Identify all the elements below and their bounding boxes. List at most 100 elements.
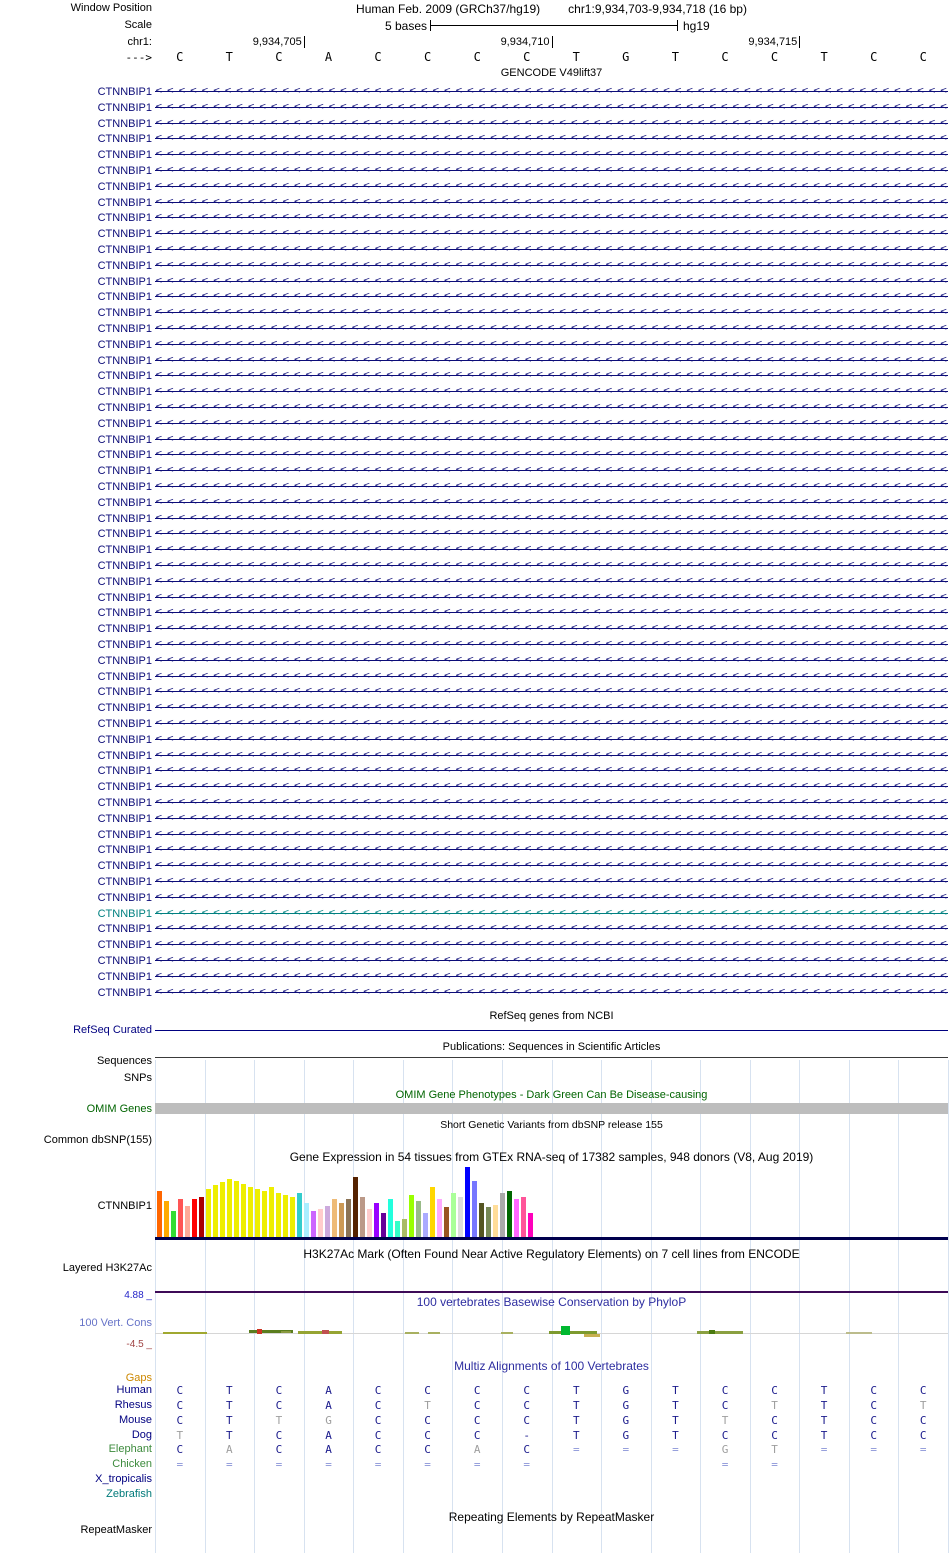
species-label-mouse[interactable]: Mouse — [118, 1413, 152, 1426]
gtex-tissue-bar[interactable] — [528, 1213, 533, 1239]
gtex-tissue-bar[interactable] — [486, 1207, 491, 1239]
gtex-tissue-bar[interactable] — [206, 1189, 211, 1239]
gene-row-model[interactable]: <<<<<<<<<<<<<<<<<<<<<<<<<<<<<<<<<<<<<<<<… — [155, 384, 948, 400]
gtex-tissue-bar[interactable] — [416, 1201, 421, 1239]
gtex-tissue-bar[interactable] — [367, 1209, 372, 1239]
gtex-tissue-bar[interactable] — [353, 1177, 358, 1239]
gtex-gene-label[interactable]: CTNNBIP1 — [97, 1200, 152, 1212]
gene-row-label[interactable]: CTNNBIP1 — [97, 623, 152, 636]
gene-row-label[interactable]: CTNNBIP1 — [97, 575, 152, 588]
gene-row-model[interactable]: <<<<<<<<<<<<<<<<<<<<<<<<<<<<<<<<<<<<<<<<… — [155, 542, 948, 558]
gene-row-label[interactable]: CTNNBIP1 — [97, 354, 152, 367]
gtex-tissue-bar[interactable] — [458, 1197, 463, 1239]
gaps-row-label[interactable]: Gaps — [125, 1372, 152, 1384]
gtex-tissue-bar[interactable] — [220, 1182, 225, 1239]
gene-row-model[interactable]: <<<<<<<<<<<<<<<<<<<<<<<<<<<<<<<<<<<<<<<<… — [155, 273, 948, 290]
gene-row-label[interactable]: CTNNBIP1 — [97, 591, 152, 604]
gene-row-model[interactable]: <<<<<<<<<<<<<<<<<<<<<<<<<<<<<<<<<<<<<<<<… — [155, 178, 948, 195]
gtex-tissue-bar[interactable] — [297, 1193, 302, 1239]
gene-row-label[interactable]: CTNNBIP1 — [97, 923, 152, 936]
species-label-x_tropicalis[interactable]: X_tropicalis — [95, 1473, 152, 1486]
gene-row-label[interactable]: CTNNBIP1 — [97, 402, 152, 414]
gene-row-model[interactable]: <<<<<<<<<<<<<<<<<<<<<<<<<<<<<<<<<<<<<<<<… — [155, 953, 948, 969]
gtex-tissue-bar[interactable] — [332, 1199, 337, 1239]
gene-row-model[interactable]: <<<<<<<<<<<<<<<<<<<<<<<<<<<<<<<<<<<<<<<<… — [155, 558, 948, 574]
gene-row-label[interactable]: CTNNBIP1 — [97, 307, 152, 320]
gene-row-label[interactable]: CTNNBIP1 — [97, 907, 152, 920]
gene-row-label[interactable]: CTNNBIP1 — [97, 876, 152, 888]
gene-row-model[interactable]: <<<<<<<<<<<<<<<<<<<<<<<<<<<<<<<<<<<<<<<<… — [155, 652, 948, 669]
species-label-human[interactable]: Human — [116, 1384, 152, 1396]
gene-row-label[interactable]: CTNNBIP1 — [97, 291, 152, 304]
gene-row-model[interactable]: <<<<<<<<<<<<<<<<<<<<<<<<<<<<<<<<<<<<<<<<… — [155, 289, 948, 306]
gene-row-label[interactable]: CTNNBIP1 — [97, 955, 152, 967]
gene-row-label[interactable]: CTNNBIP1 — [97, 702, 152, 715]
gtex-tissue-bar[interactable] — [192, 1199, 197, 1239]
gene-row-label[interactable]: CTNNBIP1 — [97, 117, 152, 130]
gene-row-label[interactable]: CTNNBIP1 — [97, 986, 152, 999]
refseq-track-label[interactable]: RefSeq Curated — [73, 1024, 152, 1036]
gtex-tissue-bar[interactable] — [325, 1206, 330, 1239]
gtex-tissue-bar[interactable] — [402, 1219, 407, 1239]
gene-row-model[interactable]: <<<<<<<<<<<<<<<<<<<<<<<<<<<<<<<<<<<<<<<<… — [155, 795, 948, 811]
gene-row-label[interactable]: CTNNBIP1 — [97, 828, 152, 841]
gene-row-label[interactable]: CTNNBIP1 — [97, 180, 152, 193]
gene-row-model[interactable]: <<<<<<<<<<<<<<<<<<<<<<<<<<<<<<<<<<<<<<<<… — [155, 589, 948, 606]
omim-track-label[interactable]: OMIM Genes — [86, 1103, 152, 1115]
gene-row-model[interactable]: <<<<<<<<<<<<<<<<<<<<<<<<<<<<<<<<<<<<<<<<… — [155, 163, 948, 179]
gene-row-label[interactable]: CTNNBIP1 — [97, 797, 152, 809]
gene-row-model[interactable]: <<<<<<<<<<<<<<<<<<<<<<<<<<<<<<<<<<<<<<<<… — [155, 700, 948, 716]
gene-row-label[interactable]: CTNNBIP1 — [97, 496, 152, 509]
gtex-tissue-bar[interactable] — [472, 1181, 477, 1239]
gene-row-label[interactable]: CTNNBIP1 — [97, 686, 152, 699]
gene-row-label[interactable]: CTNNBIP1 — [97, 654, 152, 667]
gene-row-model[interactable]: <<<<<<<<<<<<<<<<<<<<<<<<<<<<<<<<<<<<<<<<… — [155, 921, 948, 938]
gene-row-model[interactable]: <<<<<<<<<<<<<<<<<<<<<<<<<<<<<<<<<<<<<<<<… — [155, 684, 948, 701]
gtex-tissue-bar[interactable] — [255, 1189, 260, 1239]
gene-row-label[interactable]: CTNNBIP1 — [97, 449, 152, 462]
gene-row-label[interactable]: CTNNBIP1 — [97, 228, 152, 241]
gene-row-label[interactable]: CTNNBIP1 — [97, 639, 152, 651]
omim-gene-bar[interactable] — [155, 1103, 948, 1114]
gene-row-model[interactable]: <<<<<<<<<<<<<<<<<<<<<<<<<<<<<<<<<<<<<<<<… — [155, 826, 948, 843]
gene-row-label[interactable]: CTNNBIP1 — [97, 528, 152, 541]
gene-row-label[interactable]: CTNNBIP1 — [97, 891, 152, 904]
gtex-tissue-bar[interactable] — [290, 1197, 295, 1239]
species-label-rhesus[interactable]: Rhesus — [114, 1398, 152, 1411]
gtex-tissue-bar[interactable] — [430, 1187, 435, 1239]
gene-row-model[interactable]: <<<<<<<<<<<<<<<<<<<<<<<<<<<<<<<<<<<<<<<<… — [155, 431, 948, 448]
species-label-dog[interactable]: Dog — [131, 1428, 152, 1441]
gtex-tissue-bar[interactable] — [339, 1203, 344, 1239]
gene-row-model[interactable]: <<<<<<<<<<<<<<<<<<<<<<<<<<<<<<<<<<<<<<<<… — [155, 621, 948, 637]
gene-row-model[interactable]: <<<<<<<<<<<<<<<<<<<<<<<<<<<<<<<<<<<<<<<<… — [155, 668, 948, 685]
gene-row-label[interactable]: CTNNBIP1 — [97, 86, 152, 98]
gtex-tissue-bar[interactable] — [381, 1213, 386, 1239]
gtex-tissue-bar[interactable] — [213, 1185, 218, 1239]
gene-row-label[interactable]: CTNNBIP1 — [97, 749, 152, 762]
gene-row-label[interactable]: CTNNBIP1 — [97, 244, 152, 256]
gene-row-label[interactable]: CTNNBIP1 — [97, 101, 152, 114]
gene-row-label[interactable]: CTNNBIP1 — [97, 812, 152, 825]
snps-track-label[interactable]: SNPs — [123, 1072, 152, 1084]
gtex-tissue-bar[interactable] — [157, 1191, 162, 1239]
gene-row-model[interactable]: <<<<<<<<<<<<<<<<<<<<<<<<<<<<<<<<<<<<<<<<… — [155, 305, 948, 321]
gene-row-label[interactable]: CTNNBIP1 — [97, 844, 152, 857]
gene-row-label[interactable]: CTNNBIP1 — [97, 512, 152, 525]
gtex-tissue-bar[interactable] — [409, 1195, 414, 1239]
gene-row-model[interactable]: <<<<<<<<<<<<<<<<<<<<<<<<<<<<<<<<<<<<<<<<… — [155, 779, 948, 795]
gtex-tissue-bar[interactable] — [178, 1199, 183, 1239]
gene-row-model[interactable]: <<<<<<<<<<<<<<<<<<<<<<<<<<<<<<<<<<<<<<<<… — [155, 763, 948, 780]
gtex-tissue-bar[interactable] — [283, 1195, 288, 1239]
gene-row-model[interactable]: <<<<<<<<<<<<<<<<<<<<<<<<<<<<<<<<<<<<<<<<… — [155, 731, 948, 748]
gene-row-label[interactable]: CTNNBIP1 — [97, 323, 152, 335]
gtex-tissue-bar[interactable] — [451, 1193, 456, 1239]
gene-row-label[interactable]: CTNNBIP1 — [97, 560, 152, 572]
gene-row-model[interactable]: <<<<<<<<<<<<<<<<<<<<<<<<<<<<<<<<<<<<<<<<… — [155, 810, 948, 827]
gene-row-model[interactable]: <<<<<<<<<<<<<<<<<<<<<<<<<<<<<<<<<<<<<<<<… — [155, 463, 948, 479]
gene-row-model[interactable]: <<<<<<<<<<<<<<<<<<<<<<<<<<<<<<<<<<<<<<<<… — [155, 147, 948, 163]
species-label-zebrafish[interactable]: Zebrafish — [106, 1488, 152, 1500]
publications-item-line[interactable] — [155, 1057, 948, 1058]
gene-row-model[interactable]: <<<<<<<<<<<<<<<<<<<<<<<<<<<<<<<<<<<<<<<<… — [155, 905, 948, 922]
gene-row-model[interactable]: <<<<<<<<<<<<<<<<<<<<<<<<<<<<<<<<<<<<<<<<… — [155, 637, 948, 653]
gtex-tissue-bar[interactable] — [500, 1193, 505, 1239]
